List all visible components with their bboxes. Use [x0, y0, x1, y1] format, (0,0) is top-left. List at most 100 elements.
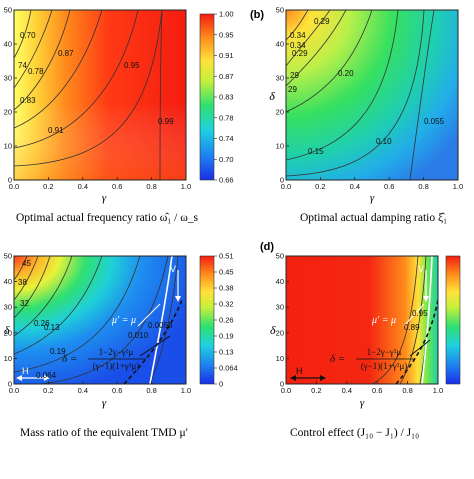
colorbar-mass-ratio: [199, 255, 215, 385]
y-tick-label: 10: [4, 354, 12, 363]
colorbar-tick-label: 0.51: [219, 252, 234, 261]
caption-damping-ratio: Optimal actual damping ratio ξ̂₁: [300, 212, 447, 224]
x-tick-label: 1.0: [181, 182, 191, 191]
ylabel-mass-ratio: δ: [4, 323, 10, 337]
contour-label: 0.34: [290, 41, 306, 50]
colorbar-tick-label: 0: [219, 380, 223, 389]
y-tick-label: 40: [276, 40, 284, 49]
xlabel-frequency-ratio: γ: [102, 192, 107, 204]
caption-mass-ratio: Mass ratio of the equivalent TMD μ′: [20, 427, 188, 439]
y-tick-label: 30: [4, 74, 12, 83]
contour-label: 38: [18, 278, 27, 287]
x-tick-label: 0.4: [342, 386, 352, 395]
colorbar-tick-label: 0.83: [219, 93, 234, 102]
y-tick-label: 0: [280, 380, 284, 389]
x-tick-label: 0.4: [350, 182, 360, 191]
x-tick-label: 0.4: [78, 386, 88, 395]
contour-label: 74: [18, 61, 27, 70]
v-label: V: [170, 264, 176, 274]
contour-labels-frequency-ratio: 0.70 740.78 0.83 0.87 0.91 0.95 0.99: [18, 31, 174, 135]
x-tick-label: 0.0: [281, 386, 291, 395]
x-tick-label: 0.8: [402, 386, 412, 395]
contour-label: 0.13: [44, 323, 60, 332]
contours-frequency-ratio: [14, 10, 163, 180]
v-arrowhead-d: [423, 296, 429, 302]
colorbar-tick-label: 0.78: [219, 113, 234, 122]
plot-frame-damping-ratio: [285, 9, 459, 181]
mu-pointer: [137, 303, 161, 327]
x-tick-label: 0.2: [43, 386, 53, 395]
contour-label: 0.15: [308, 147, 324, 156]
contour-label: 0.055: [424, 117, 445, 126]
contour-label: 0.29: [292, 49, 308, 58]
x-tick-label: 0.2: [311, 386, 321, 395]
colorbar-tick-label: 0.74: [219, 134, 234, 143]
contour-label: 0.91: [48, 126, 64, 135]
x-tick-label: 0.8: [146, 182, 156, 191]
axis-ticks-frequency-ratio: 0.0 0.2 0.4 0.6 0.8 1.0 0 10 20 30 40 50: [4, 6, 192, 192]
contour-label: 0.19: [50, 347, 66, 356]
delta-eq-numerator: 1−2γ−γ²μ: [99, 347, 134, 357]
y-tick-label: 50: [4, 252, 12, 261]
x-tick-label: 0.2: [315, 182, 325, 191]
y-tick-label: 50: [276, 6, 284, 15]
equal-mass-curve: [149, 256, 173, 384]
boundary-curve: [123, 299, 183, 384]
mu-equation-d: μ′ = μ: [371, 315, 396, 326]
y-tick-label: 10: [4, 142, 12, 151]
colorbar-control-effect: [445, 255, 461, 385]
caption-frequency-ratio: Optimal actual frequency ratio ω̂₁ / ω_s: [16, 212, 199, 224]
y-tick-label: 0: [8, 380, 12, 389]
panel-control-effect: (d) 0.89 0.95 V H μ′ = μ: [260, 241, 461, 439]
colorbar-tick-label: 1.00: [219, 10, 234, 19]
y-tick-label: 0: [280, 176, 284, 185]
contour-label: 0.064: [36, 371, 57, 380]
x-tick-label: 0.0: [9, 386, 19, 395]
contour-label: 0.95: [124, 61, 140, 70]
caption-control-effect: Control effect (J₁₀ − J₁) / J₁₀: [290, 427, 419, 439]
x-tick-label: 0.6: [372, 386, 382, 395]
xlabel-control-effect: γ: [360, 397, 365, 409]
x-tick-label: 0.8: [146, 386, 156, 395]
colorbar-tick-label: 0.45: [219, 268, 234, 277]
contour-label: 45: [22, 259, 31, 268]
contour-label: 0.29: [314, 17, 330, 26]
panel-label-b: (b): [250, 9, 264, 21]
y-tick-label: 50: [4, 6, 12, 15]
h-label-d: H: [296, 366, 303, 376]
x-tick-label: 0.6: [112, 182, 122, 191]
colorbar-tick-label: 0.13: [219, 348, 234, 357]
contour-label: 29: [290, 71, 299, 80]
y-tick-label: 10: [276, 142, 284, 151]
delta-eq-denominator: (γ−1)(1+γ²μ): [93, 361, 140, 371]
contour-label: 0.70: [20, 31, 36, 40]
contour-label: 0.26: [34, 319, 50, 328]
contour-label: 0.89: [404, 323, 420, 332]
equal-mass-curve-d: [421, 256, 433, 384]
contour-label: 0.10: [376, 137, 392, 146]
axis-ticks-mass-ratio: 0.0 0.2 0.4 0.6 0.8 1.0 0 10 20 30 40 50: [4, 252, 192, 396]
x-tick-label: 0.2: [43, 182, 53, 191]
colorbar-tick-label: 0.32: [219, 300, 234, 309]
contour-label: 32: [20, 299, 29, 308]
y-tick-label: 30: [276, 303, 284, 312]
y-tick-label: 30: [276, 74, 284, 83]
panel-damping-ratio: (b) 0.290.340.340.2929290.200.150.100.05…: [250, 6, 463, 225]
delta-pointer: [139, 335, 171, 357]
x-tick-label: 0.4: [78, 182, 88, 191]
contour-label: 0.95: [412, 309, 428, 318]
delta-eq-lhs-d: δ =: [330, 353, 345, 365]
colorbar-ticks-mass-ratio: 0 0.064 0.13 0.19 0.26 0.32 0.38 0.45 0.51: [214, 252, 238, 389]
plot-frame-frequency-ratio: [13, 9, 187, 181]
annotations-mass-ratio: V H μ′ = μ δ = 1−2γ−γ²μ (γ−1)(1+γ²μ): [22, 264, 176, 376]
mu-equation: μ′ = μ: [111, 315, 136, 326]
x-tick-label: 0.0: [9, 182, 19, 191]
overlay-control-effect: [290, 256, 438, 384]
colorbar-ticks-frequency-ratio: 0.66 0.70 0.74 0.78 0.83 0.87 0.91 0.95 1.00: [214, 10, 234, 185]
